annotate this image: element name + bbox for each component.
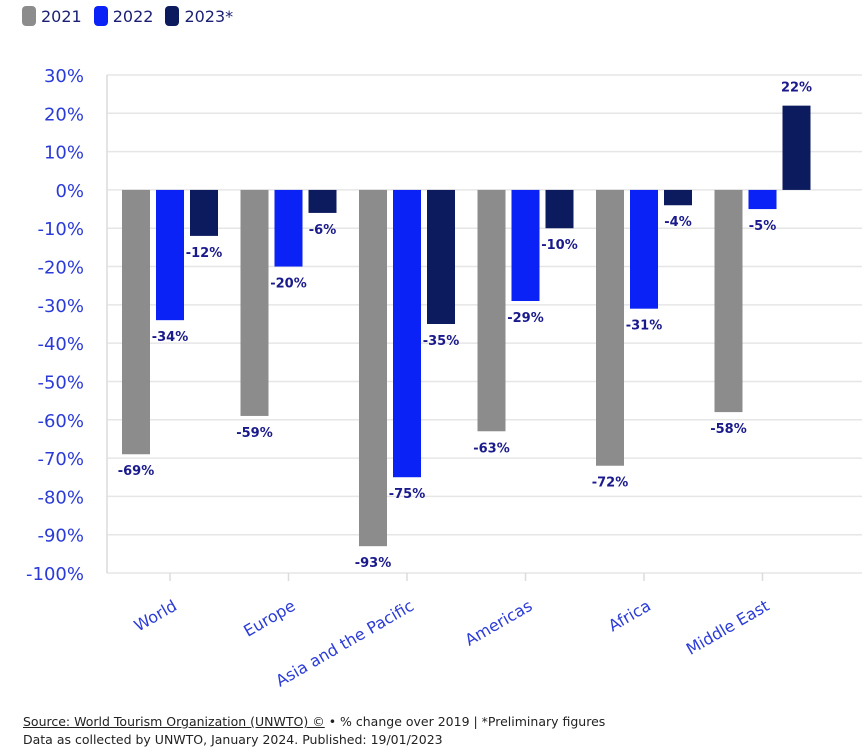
data-label: 22%: [781, 81, 812, 96]
y-tick-label: -30%: [37, 296, 84, 317]
x-tick-label: Africa: [605, 596, 654, 635]
bar: [308, 189, 337, 213]
data-label: -5%: [749, 219, 776, 234]
legend-label-2022: 2022: [112, 6, 154, 26]
bar-chart: 30% 20% 10% 0% -10% -20% -30% -40% -50% -60% -70% -…: [26, 66, 862, 690]
y-tick-label: 30%: [44, 66, 84, 87]
y-tick-label: -70%: [37, 449, 84, 470]
x-tick-label: World: [131, 596, 180, 635]
bar: [274, 189, 303, 267]
bar: [714, 189, 743, 413]
legend-label-2023: 2023*: [184, 6, 234, 26]
data-label: -63%: [473, 441, 510, 456]
data-label: -75%: [389, 487, 426, 502]
footer-note: • % change over 2019 | *Preliminary figu…: [324, 714, 606, 729]
data-label: -35%: [423, 334, 460, 349]
legend-swatch-2021: [22, 6, 36, 26]
bar: [477, 189, 506, 432]
data-label: -12%: [186, 246, 223, 261]
chart-footer: Source: World Tourism Organization (UNWT…: [23, 713, 605, 749]
legend-swatch-2023: [165, 6, 180, 26]
y-tick-label: -80%: [37, 487, 84, 508]
data-label: -4%: [664, 215, 691, 230]
x-tick-label: Americas: [462, 596, 536, 650]
data-label: -29%: [507, 311, 544, 326]
data-label: -34%: [152, 330, 189, 345]
bar: [156, 189, 184, 321]
bar: [359, 189, 387, 547]
y-tick-label: 20%: [44, 104, 84, 125]
y-tick-label: -90%: [37, 526, 84, 547]
footer-published: Data as collected by UNWTO, January 2024…: [23, 732, 443, 747]
bar: [393, 189, 421, 478]
bar: [545, 189, 574, 229]
data-label: -31%: [626, 319, 663, 334]
bar: [630, 189, 658, 309]
data-label: -59%: [236, 426, 273, 441]
legend-item-2023[interactable]: 2023*: [165, 6, 233, 26]
y-tick-label: 0%: [55, 181, 84, 202]
bar: [748, 189, 777, 210]
data-label: -72%: [592, 476, 629, 491]
data-label: -69%: [118, 464, 155, 479]
data-label: -6%: [309, 223, 336, 238]
legend-item-2021[interactable]: 2021: [22, 6, 82, 26]
legend-swatch-2022: [93, 6, 108, 26]
x-tick-label: Middle East: [683, 596, 773, 659]
x-tick-label: Europe: [240, 596, 298, 641]
bar: [511, 189, 540, 302]
bar: [427, 189, 455, 324]
y-tick-label: -10%: [37, 219, 84, 240]
y-tick-label: -50%: [37, 372, 84, 393]
y-tick-label: -60%: [37, 411, 84, 432]
y-tick-label: -40%: [37, 334, 84, 355]
data-label: -10%: [541, 238, 578, 253]
bar: [122, 189, 150, 455]
y-tick-label: -100%: [26, 564, 84, 585]
legend-item-2022[interactable]: 2022: [93, 6, 154, 26]
chart-legend: 2021 2022 2023*: [22, 6, 233, 26]
data-label: -93%: [355, 556, 392, 571]
source-link[interactable]: Source: World Tourism Organization (UNWT…: [23, 714, 325, 729]
bar: [190, 189, 218, 236]
data-label: -58%: [710, 422, 747, 437]
y-tick-label: -20%: [37, 258, 84, 279]
legend-label-2021: 2021: [41, 6, 82, 26]
bar: [664, 189, 692, 206]
bar: [782, 105, 811, 190]
data-label: -20%: [270, 277, 307, 292]
bar: [240, 189, 269, 416]
bar: [596, 189, 624, 466]
y-tick-label: 10%: [44, 143, 84, 164]
